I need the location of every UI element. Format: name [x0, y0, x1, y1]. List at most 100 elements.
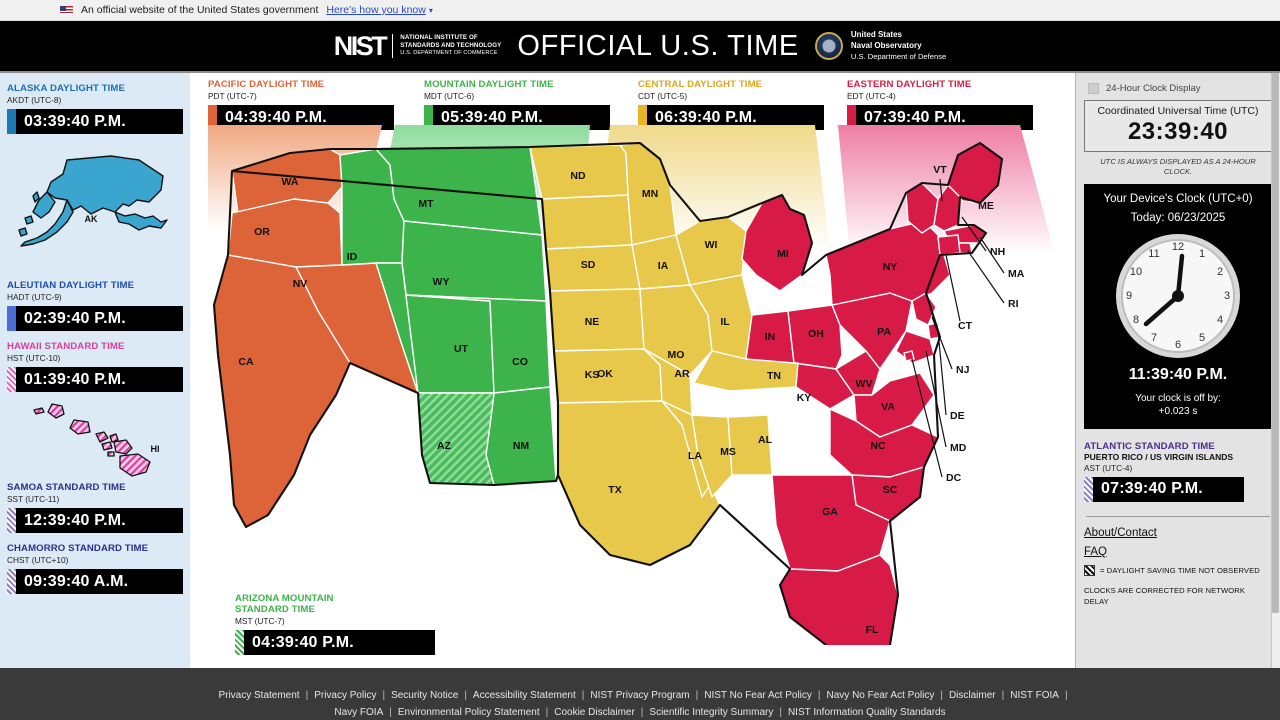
nist-logo[interactable]: NIST NATIONAL INSTITUTE OF STANDARDS AND… [334, 31, 502, 62]
state-dc [903, 350, 915, 362]
label-ga: GA [822, 506, 838, 518]
gov-banner: An official website of the United States… [0, 0, 1280, 21]
label-md: MD [950, 442, 967, 454]
network-delay-note: CLOCKS ARE CORRECTED FOR NETWORK DELAY [1084, 585, 1245, 607]
dst-legend-text: = DAYLIGHT SAVING TIME NOT OBSERVED [1100, 565, 1260, 575]
clock-num-12: 12 [1172, 241, 1184, 253]
label-ca: CA [238, 356, 254, 368]
footer-link-accessibility-statement[interactable]: Accessibility Statement [472, 690, 576, 701]
scrollbar-thumb[interactable] [1272, 73, 1279, 613]
footer-link-scientific-integrity[interactable]: Scientific Integrity Summary [649, 707, 774, 718]
zone-abbr-aleutian: HADT (UTC-9) [7, 292, 62, 303]
zone-abbr-mountain: MDT (UTC-6) [424, 91, 475, 102]
usno-logo[interactable]: United States Naval Observatory U.S. Dep… [814, 30, 946, 62]
us-flag-icon [60, 5, 73, 15]
swatch-pacific [208, 105, 217, 131]
clock-hour-hand [1143, 293, 1181, 326]
swatch-aleutian [7, 306, 16, 332]
faq-link[interactable]: FAQ [1084, 545, 1108, 558]
footer-link-nist-no-fear-act[interactable]: NIST No Fear Act Policy [704, 690, 812, 701]
utc-box: Coordinated Universal Time (UTC) 23:39:4… [1084, 100, 1272, 152]
zone-abbr-arizona: MST (UTC-7) [235, 616, 285, 627]
clock-minute-hand [1175, 253, 1185, 298]
footer-link-navy-foia[interactable]: Navy FOIA [334, 707, 384, 718]
device-clock-box: Your Device's Clock (UTC+0) Today: 06/23… [1084, 183, 1272, 429]
about-contact-link[interactable]: About/Contact [1084, 526, 1157, 539]
state-ms [691, 414, 733, 498]
clock-atlantic: 07:39:40 P.M. [1084, 476, 1244, 502]
footer-link-privacy-statement[interactable]: Privacy Statement [218, 690, 300, 701]
zone-region-central [529, 142, 799, 566]
swatch-atlantic [1084, 476, 1093, 502]
label-mo: MO [668, 349, 685, 361]
clock-num-11: 11 [1148, 248, 1159, 260]
footer-link-cookie-disclaimer[interactable]: Cookie Disclaimer [554, 707, 635, 718]
map-panel: PACIFIC DAYLIGHT TIME PDT (UTC-7) 04:39:… [190, 73, 1075, 707]
footer-link-privacy-policy[interactable]: Privacy Policy [314, 690, 377, 701]
zone-title-eastern: EASTERN DAYLIGHT TIME [847, 79, 972, 90]
analog-clock-icon: 12 1 2 3 4 5 6 7 8 9 10 11 [1116, 233, 1240, 358]
clock-time-pacific: 04:39:40 P.M. [225, 108, 327, 126]
zone-header-row: PACIFIC DAYLIGHT TIME PDT (UTC-7) 04:39:… [190, 73, 1075, 133]
usno-line-2: Naval Observatory [850, 40, 922, 50]
map-svg: WA OR CA NV ID MT WY UT CO AZ NM ND SD N… [208, 125, 1055, 707]
footer-link-nist-privacy-program[interactable]: NIST Privacy Program [590, 690, 690, 701]
chevron-down-icon[interactable]: ▾ [428, 5, 433, 15]
zone-abbr-chamorro: CHST (UTC+10) [7, 555, 69, 566]
nist-subtitle: NATIONAL INSTITUTE OF STANDARDS AND TECH… [392, 34, 501, 58]
usno-seal-icon [814, 32, 843, 60]
footer-link-security-notice[interactable]: Security Notice [391, 690, 459, 701]
zone-abbr-atlantic: AST (UTC-4) [1084, 462, 1133, 473]
footer-link-nist-foia[interactable]: NIST FOIA [1010, 690, 1059, 701]
page-scrollbar[interactable] [1271, 73, 1280, 668]
zone-block-atlantic: ATLANTIC STANDARD TIME PUERTO RICO / US … [1084, 441, 1272, 502]
zone-abbr-samoa: SST (UTC-11) [7, 494, 60, 505]
label-or: OR [254, 226, 270, 238]
hour24-checkbox[interactable] [1088, 83, 1099, 94]
zone-header-mountain: MOUNTAIN DAYLIGHT TIME MDT (UTC-6) 05:39… [424, 79, 610, 131]
clock-time-samoa: 12:39:40 P.M. [24, 511, 126, 529]
clock-center [1172, 289, 1184, 302]
label-fl: FL [866, 624, 879, 636]
utc-value: 23:39:40 [1127, 118, 1229, 145]
zone-block-hawaii: HAWAII STANDARD TIME HST (UTC-10) 01:39:… [7, 341, 183, 393]
label-nj: NJ [956, 364, 970, 376]
zone-block-arizona: ARIZONA MOUNTAIN STANDARD TIME MST (UTC-… [235, 593, 435, 656]
left-sidebar: ALASKA DAYLIGHT TIME AKDT (UTC-8) 03:39:… [0, 73, 190, 668]
label-de: DE [950, 410, 965, 422]
clock-aleutian: 02:39:40 P.M. [7, 306, 183, 332]
footer-row-2: Navy FOIA | Environmental Policy Statemen… [328, 707, 951, 718]
state-sd [541, 194, 633, 250]
label-ms: MS [720, 446, 736, 458]
clock-num-10: 10 [1130, 266, 1142, 278]
swatch-hawaii [7, 367, 16, 393]
right-sidebar: 24-Hour Clock Display Coordinated Univer… [1075, 73, 1280, 668]
label-wa: WA [282, 176, 299, 188]
swatch-mountain [424, 105, 433, 131]
clock-hawaii: 01:39:40 P.M. [7, 367, 183, 393]
how-you-know-link[interactable]: Here's how you know [326, 4, 426, 16]
label-ia: IA [658, 260, 669, 272]
footer-link-nist-info-quality[interactable]: NIST Information Quality Standards [787, 707, 946, 718]
label-ky: KY [797, 392, 812, 404]
zone-block-aleutian: ALEUTIAN DAYLIGHT TIME HADT (UTC-9) 02:3… [7, 280, 183, 332]
map-outline [212, 141, 1004, 707]
label-ar: AR [674, 368, 690, 380]
label-al: AL [758, 434, 773, 446]
clock-num-2: 2 [1217, 266, 1223, 278]
state-wv [835, 350, 881, 396]
site-footer: Privacy Statement | Privacy Policy | Secur… [0, 668, 1280, 720]
label-wy: WY [433, 276, 450, 288]
state-ct [937, 234, 961, 256]
footer-link-environmental-policy[interactable]: Environmental Policy Statement [397, 707, 540, 718]
label-nm: NM [513, 440, 530, 452]
page-title: OFFICIAL U.S. TIME [517, 29, 799, 62]
label-az: AZ [437, 440, 452, 452]
footer-link-disclaimer[interactable]: Disclaimer [948, 690, 996, 701]
footer-link-navy-no-fear-act[interactable]: Navy No Fear Act Policy [826, 690, 935, 701]
device-offset-value: +0.023 s [1158, 406, 1198, 418]
hour24-toggle-row[interactable]: 24-Hour Clock Display [1084, 79, 1272, 100]
clock-time-central: 06:39:40 P.M. [655, 108, 757, 126]
zone-region-atlantic: PUERTO RICO / US VIRGIN ISLANDS [1084, 451, 1234, 462]
label-id: ID [347, 251, 358, 263]
